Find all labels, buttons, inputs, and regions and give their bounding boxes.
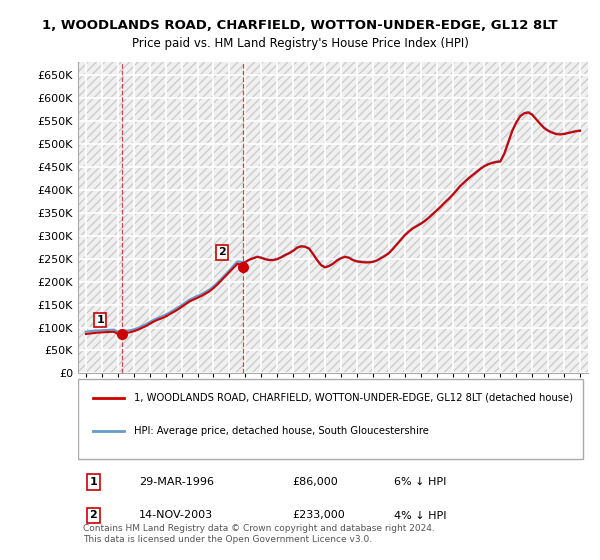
Text: Contains HM Land Registry data © Crown copyright and database right 2024.
This d: Contains HM Land Registry data © Crown c… — [83, 524, 435, 544]
Text: 4% ↓ HPI: 4% ↓ HPI — [394, 511, 446, 520]
Text: £233,000: £233,000 — [292, 511, 345, 520]
Text: £86,000: £86,000 — [292, 477, 338, 487]
FancyBboxPatch shape — [78, 379, 583, 459]
Text: 29-MAR-1996: 29-MAR-1996 — [139, 477, 214, 487]
Text: 14-NOV-2003: 14-NOV-2003 — [139, 511, 214, 520]
Text: 6% ↓ HPI: 6% ↓ HPI — [394, 477, 446, 487]
Text: 1, WOODLANDS ROAD, CHARFIELD, WOTTON-UNDER-EDGE, GL12 8LT (detached house): 1, WOODLANDS ROAD, CHARFIELD, WOTTON-UND… — [134, 393, 573, 403]
Text: 1, WOODLANDS ROAD, CHARFIELD, WOTTON-UNDER-EDGE, GL12 8LT: 1, WOODLANDS ROAD, CHARFIELD, WOTTON-UND… — [42, 18, 558, 32]
Text: 2: 2 — [89, 511, 97, 520]
Text: 1: 1 — [89, 477, 97, 487]
Text: Price paid vs. HM Land Registry's House Price Index (HPI): Price paid vs. HM Land Registry's House … — [131, 37, 469, 50]
Text: 1: 1 — [97, 315, 104, 325]
Text: HPI: Average price, detached house, South Gloucestershire: HPI: Average price, detached house, Sout… — [134, 426, 429, 436]
Text: 2: 2 — [218, 248, 226, 258]
